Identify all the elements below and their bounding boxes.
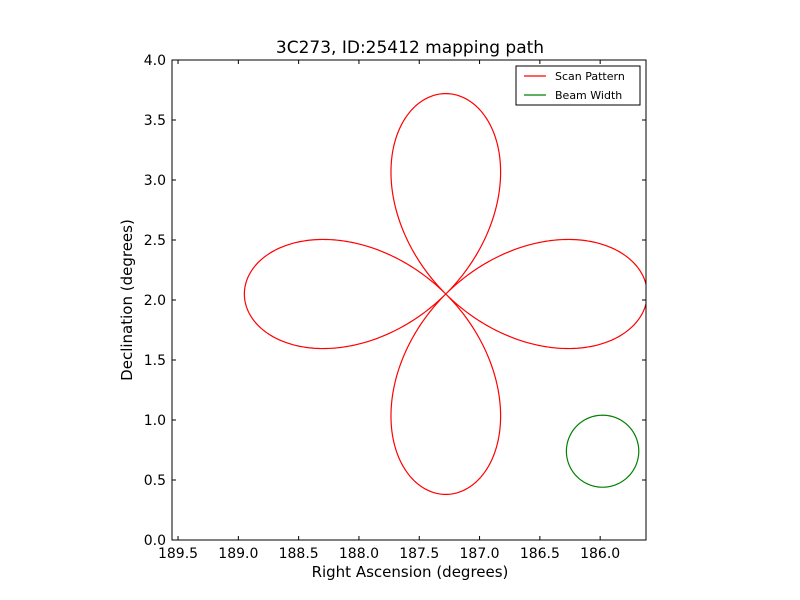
y-tick-label: 1.0 xyxy=(144,413,166,429)
x-tick-label: 186.0 xyxy=(580,546,620,562)
series-line-scan-pattern xyxy=(243,92,646,496)
y-axis-label: Declination (degrees) xyxy=(118,219,136,381)
y-tick-label: 4.0 xyxy=(144,53,166,69)
y-tick-label: 3.0 xyxy=(144,173,166,189)
chart-title: 3C273, ID:25412 mapping path xyxy=(276,38,544,58)
legend: Scan Pattern Beam Width xyxy=(515,65,641,106)
x-tick-label: 189.0 xyxy=(218,546,258,562)
x-tick-label: 189.5 xyxy=(158,546,198,562)
y-tick-label: 0.5 xyxy=(144,473,166,489)
y-tick-label: 3.5 xyxy=(144,113,166,129)
legend-box xyxy=(515,65,641,106)
x-tick-label: 188.0 xyxy=(339,546,379,562)
legend-label-beam-width: Beam Width xyxy=(555,89,622,102)
y-tick-label: 1.5 xyxy=(144,353,166,369)
plot-area xyxy=(243,92,646,496)
x-axis-label: Right Ascension (degrees) xyxy=(312,563,509,581)
legend-label-scan-pattern: Scan Pattern xyxy=(555,70,625,83)
x-tick-label: 188.5 xyxy=(279,546,319,562)
series-line-beam-width xyxy=(565,414,640,488)
x-tick-label: 187.5 xyxy=(399,546,439,562)
y-tick-label: 2.0 xyxy=(144,293,166,309)
y-tick-label: 0.0 xyxy=(144,533,166,549)
x-tick-label: 186.5 xyxy=(520,546,560,562)
x-tick-label: 187.0 xyxy=(460,546,500,562)
y-tick-label: 2.5 xyxy=(144,233,166,249)
